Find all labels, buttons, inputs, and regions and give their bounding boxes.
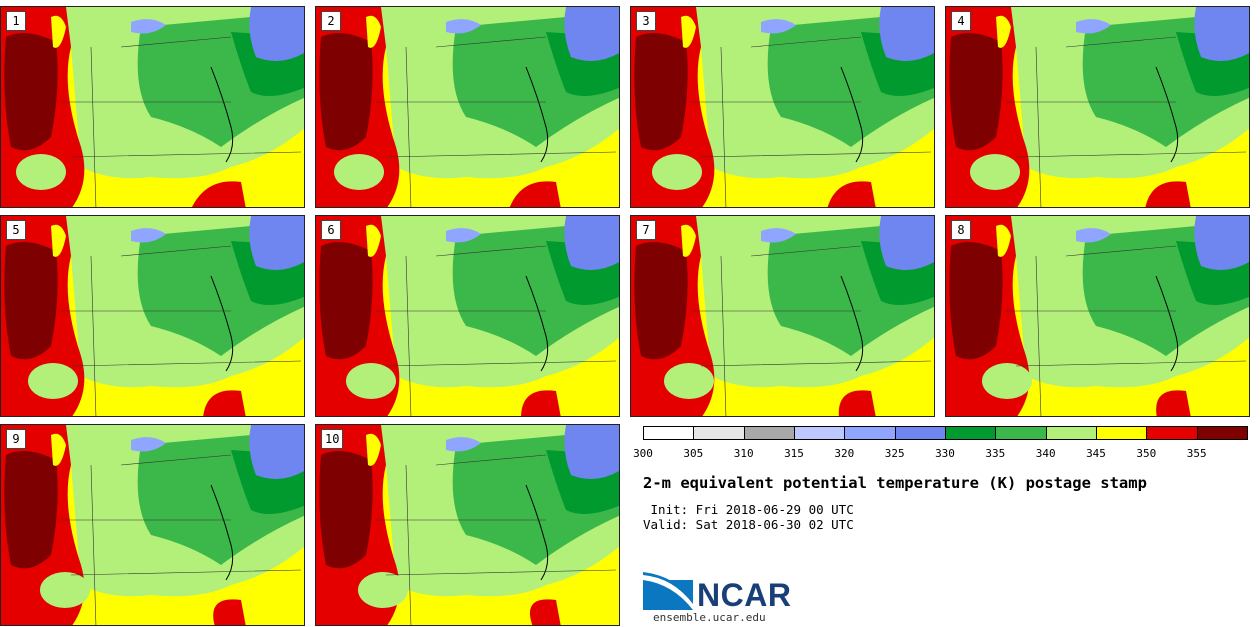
stamp-label: 8 [951,220,971,240]
colorbar-tick-label: 330 [935,447,955,460]
stamp-label: 5 [6,220,26,240]
colorbar-segment [1096,426,1148,440]
colorbar-tick-label: 320 [834,447,855,460]
stamp-panel-6: 6 [315,215,620,417]
colorbar-segment [945,426,997,440]
stamp-panel-5: 5 [0,215,305,417]
colorbar-segment [894,426,946,440]
colorbar-segment [995,426,1047,440]
stamp-label: 3 [636,11,656,31]
stamp-panel-10: 10 [315,424,620,626]
colorbar-segment [1146,426,1198,440]
colorbar-tick-label: 315 [784,447,804,460]
colorbar-tick-label: 310 [733,447,754,460]
figure-title: 2-m equivalent potential temperature (K)… [643,474,1147,492]
stamp-panel-7: 7 [630,215,935,417]
init-time: Init: Fri 2018-06-29 00 UTC [643,502,854,517]
stamp-panel-3: 3 [630,6,935,208]
colorbar-segment [1196,426,1248,440]
ncar-logo-icon [643,572,693,610]
stamp-panel-4: 4 [945,6,1250,208]
colorbar-tick-label: 325 [884,447,905,460]
site-url: ensemble.ucar.edu [653,611,766,624]
colorbar-segment [693,426,745,440]
stamp-panel-9: 9 [0,424,305,626]
stamp-label: 7 [636,220,656,240]
stamp-label: 1 [6,11,26,31]
colorbar-tick-label: 355 [1186,447,1207,460]
colorbar-segment [844,426,896,440]
stamp-panel-1: 1 [0,6,305,208]
stamp-label: 4 [951,11,971,31]
colorbar-segment [1045,426,1097,440]
colorbar-tick-label: 350 [1136,447,1157,460]
colorbar-tick-label: 345 [1086,447,1106,460]
colorbar-tick-label: 300 [633,447,653,460]
colorbar-tick-label: 340 [1035,447,1056,460]
valid-time: Valid: Sat 2018-06-30 02 UTC [643,517,854,532]
stamp-label: 2 [321,11,341,31]
colorbar-segment [794,426,846,440]
colorbar-tick-label: 335 [985,447,1006,460]
stamp-label: 6 [321,220,341,240]
stamp-label: 10 [321,429,344,449]
stamp-label: 9 [6,429,26,449]
colorbar-tick-label: 305 [683,447,704,460]
colorbar-segment [643,426,695,440]
colorbar [643,426,1248,440]
stamp-panel-8: 8 [945,215,1250,417]
stamp-panel-2: 2 [315,6,620,208]
ncar-logo-text: NCAR [697,577,792,613]
colorbar-segment [743,426,795,440]
